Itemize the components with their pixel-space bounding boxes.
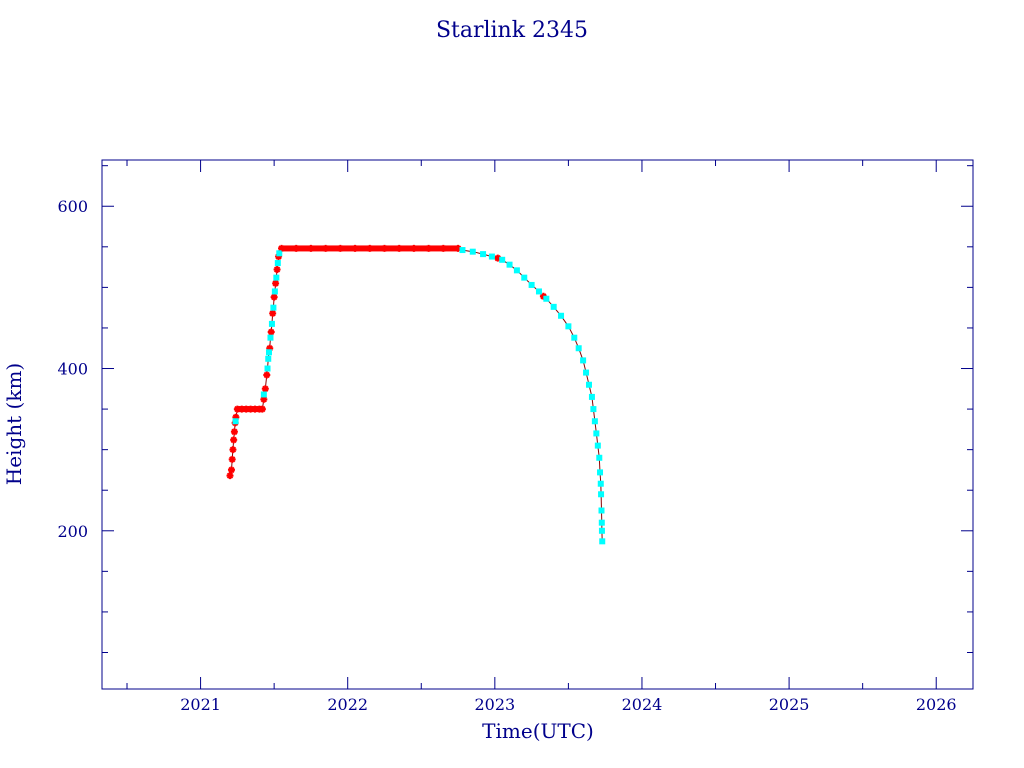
data-point-square [276, 250, 283, 257]
data-point-star [275, 253, 283, 261]
data-point-square [480, 251, 487, 258]
data-point-square [597, 469, 604, 476]
data-point-square [268, 320, 275, 327]
data-point-star [258, 405, 266, 413]
data-point-star [267, 328, 275, 336]
data-point-square [521, 274, 528, 281]
data-point-square [506, 261, 513, 268]
data-point-star [226, 472, 234, 480]
data-point-square [499, 256, 506, 263]
data-point-star [266, 344, 274, 352]
x-tick-label: 2025 [769, 695, 810, 714]
data-point-square [591, 418, 598, 425]
data-point-square [265, 355, 272, 362]
data-point-square [598, 507, 605, 514]
data-point-square [593, 430, 600, 437]
data-point-square [550, 303, 557, 310]
data-point-square [594, 442, 601, 449]
y-tick-label: 600 [57, 197, 88, 216]
data-point-square [264, 365, 271, 372]
data-point-star [233, 405, 241, 413]
data-point-square [469, 248, 476, 255]
x-axis-label: Time(UTC) [482, 719, 594, 743]
step-band [237, 406, 263, 413]
data-point-square [580, 357, 587, 364]
data-point-star [263, 371, 271, 379]
plateau-band [281, 245, 459, 252]
data-point-square [535, 288, 542, 295]
data-point-square [528, 281, 535, 288]
data-point-square [588, 393, 595, 400]
data-point-square [558, 312, 565, 319]
data-point-star [273, 266, 281, 274]
data-point-star [269, 309, 277, 317]
chart-title: Starlink 2345 [436, 18, 588, 43]
data-point-square [267, 334, 274, 341]
data-point-square [585, 381, 592, 388]
data-point-star [228, 455, 236, 463]
data-point-star [272, 279, 280, 287]
data-point-square [488, 253, 495, 260]
data-point-square [232, 418, 239, 425]
data-point-square [597, 480, 604, 487]
data-point-square [459, 247, 466, 254]
data-point-square [596, 454, 603, 461]
x-tick-label: 2022 [327, 695, 368, 714]
data-point-square [260, 391, 267, 398]
data-point-star [232, 413, 240, 421]
data-point-star [260, 395, 268, 403]
data-point-square [590, 406, 597, 413]
data-point-square [274, 260, 281, 267]
data-point-square [271, 288, 278, 295]
data-point-square [565, 323, 572, 330]
data-point-star [454, 244, 462, 252]
data-point-star [261, 385, 269, 393]
data-point-square [599, 538, 606, 545]
trajectory-line [229, 247, 603, 542]
data-point-square [598, 527, 605, 534]
data-point-square [583, 369, 590, 376]
data-point-star [227, 466, 235, 474]
data-point-star [229, 446, 237, 454]
data-point-square [571, 334, 578, 341]
data-point-square [513, 267, 520, 274]
data-point-square [543, 295, 550, 302]
data-point-square [265, 349, 272, 356]
data-point-square [270, 304, 277, 311]
y-axis-label: Height (km) [2, 363, 26, 485]
data-point-square [598, 519, 605, 526]
data-point-square [598, 491, 605, 498]
y-tick-label: 400 [57, 360, 88, 379]
data-point-square [575, 345, 582, 352]
data-point-star [494, 254, 502, 262]
x-tick-label: 2023 [474, 695, 515, 714]
y-tick-label: 200 [57, 522, 88, 541]
plot-area: 2021 2022 2023 2024 2025 2026 200 400 600 [57, 159, 974, 714]
x-tick-label: 2024 [622, 695, 663, 714]
data-point-star [270, 293, 278, 301]
plot-frame [101, 159, 974, 690]
data-point-star [230, 428, 238, 436]
x-tick-label: 2026 [916, 695, 957, 714]
data-point-star [230, 436, 238, 444]
x-tick-label: 2021 [180, 695, 221, 714]
data-point-square [273, 274, 280, 281]
